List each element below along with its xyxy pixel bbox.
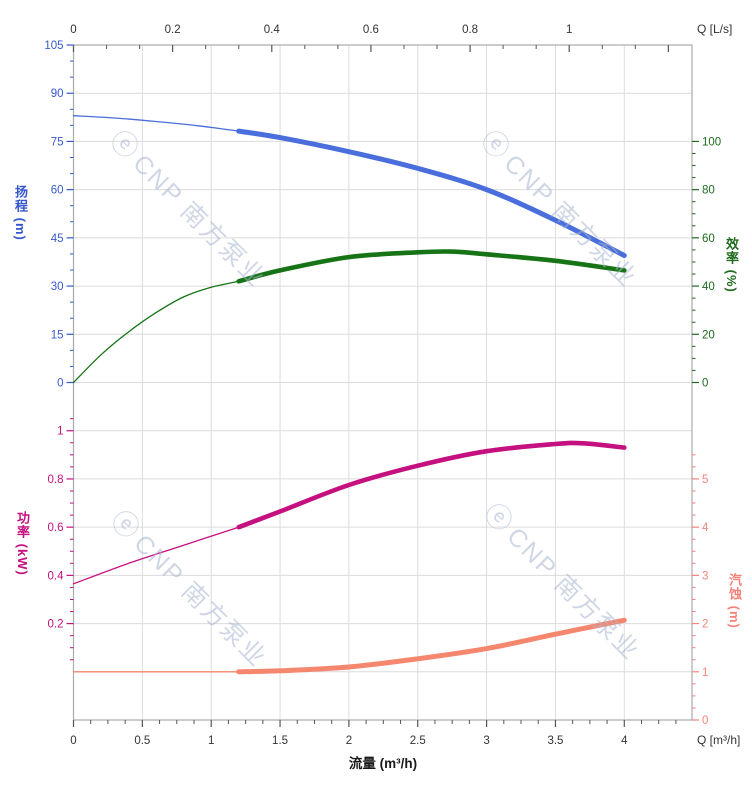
bottom-axis-tick-label: 0.5 [134, 735, 150, 747]
eff-tick-label: 0 [702, 378, 708, 390]
power-tick-label: 0.4 [48, 570, 65, 582]
bottom-axis-tick-label: 2.5 [410, 735, 426, 747]
npsh-axis-title: 汽蚀 (m) [727, 573, 742, 629]
head-curve [236, 128, 627, 258]
head-tick-label: 105 [44, 40, 63, 52]
efficiency-axis-title: 效率 (%) [724, 237, 739, 293]
top-axis-tick-label: 0 [70, 24, 76, 36]
eff-tick-label: 40 [702, 281, 715, 293]
efficiency-curve-thin [72, 280, 240, 384]
top-axis-unit-label: Q [L/s] [697, 22, 732, 36]
npsh-tick-label: 1 [702, 667, 708, 679]
npsh-tick-label: 5 [702, 474, 708, 486]
top-axis-tick-label: 0.4 [264, 24, 281, 36]
npsh-tick-label: 3 [702, 570, 708, 582]
top-axis-tick-label: 0.8 [462, 24, 478, 36]
head-tick-label: 30 [51, 281, 64, 293]
eff-tick-label: 80 [702, 185, 715, 197]
bottom-axis-tick-label: 1 [208, 735, 214, 747]
power-tick-label: 0.8 [48, 474, 64, 486]
bottom-axis-tick-label: 1.5 [272, 735, 288, 747]
eff-tick-label: 20 [702, 329, 715, 341]
bottom-axis-tick-label: 2 [346, 735, 352, 747]
bottom-axis-tick-label: 3 [483, 735, 489, 747]
bottom-axis-tick-label: 0 [70, 735, 76, 747]
head-curve-thin [72, 115, 240, 132]
power-curve-thin [72, 526, 240, 585]
power-axis-title: 功率 (kW) [15, 511, 30, 576]
head-tick-label: 45 [51, 233, 64, 245]
bottom-axis-unit-label: Q [m³/h] [697, 733, 740, 747]
npsh-tick-label: 2 [702, 619, 708, 631]
head-axis-title: 扬程 (m) [13, 185, 28, 241]
head-tick-label: 90 [51, 88, 64, 100]
head-tick-label: 15 [51, 329, 64, 341]
npsh-tick-label: 0 [702, 715, 708, 727]
power-tick-label: 0.6 [48, 522, 64, 534]
bottom-axis-tick-label: 4 [621, 735, 628, 747]
efficiency-curve [236, 249, 627, 284]
bottom-axis-tick-label: 3.5 [547, 735, 563, 747]
flow-axis-title: 流量 (m³/h) [348, 756, 418, 771]
power-curve [236, 440, 627, 530]
power-tick-label: 0.2 [48, 619, 64, 631]
top-axis-tick-label: 1 [566, 24, 572, 36]
npsh-curve [236, 617, 627, 675]
head-tick-label: 0 [57, 378, 63, 390]
head-tick-label: 60 [51, 185, 64, 197]
power-tick-label: 1 [57, 426, 63, 438]
eff-tick-label: 100 [702, 136, 721, 148]
npsh-tick-label: 4 [702, 522, 709, 534]
top-axis-tick-label: 0.6 [363, 24, 379, 36]
head-tick-label: 75 [51, 136, 64, 148]
top-axis-tick-label: 0.2 [165, 24, 181, 36]
eff-tick-label: 60 [702, 233, 715, 245]
